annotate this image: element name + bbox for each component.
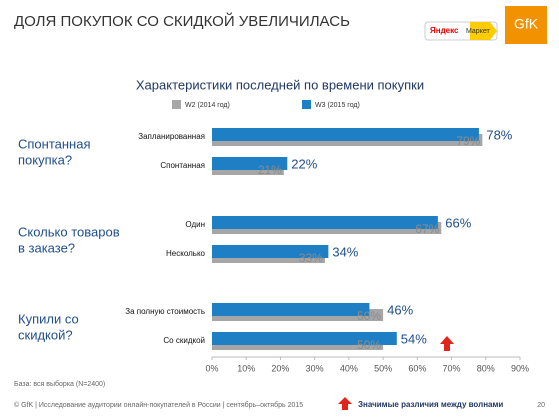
- value-label-w3: 34%: [332, 244, 358, 259]
- category-label: Один: [185, 220, 205, 229]
- x-tick-label: 70%: [443, 363, 461, 373]
- category-label: За полную стоимость: [125, 307, 205, 316]
- bar-w3: [212, 128, 479, 141]
- x-tick-label: 10%: [237, 363, 255, 373]
- value-label-w2: 79%: [456, 134, 480, 148]
- group-label: в заказе?: [18, 240, 75, 255]
- yandex-logo: Яндекс: [430, 26, 459, 35]
- value-label-w2: 67%: [415, 222, 439, 236]
- chart-title: Характеристики последней по времени поку…: [136, 77, 424, 92]
- value-label-w3: 22%: [291, 156, 317, 171]
- value-label-w2: 21%: [258, 163, 282, 177]
- bar-w3: [212, 303, 370, 316]
- category-label: Несколько: [166, 249, 206, 258]
- slide-title: ДОЛЯ ПОКУПОК СО СКИДКОЙ УВЕЛИЧИЛАСЬ: [14, 12, 350, 30]
- group-label: Сколько товаров: [18, 224, 120, 239]
- legend-label: W2 (2014 год): [185, 102, 230, 109]
- bar-w3: [212, 332, 397, 345]
- x-tick-label: 90%: [511, 363, 529, 373]
- group-label: покупка?: [18, 152, 72, 167]
- category-label: Спонтанная: [160, 161, 205, 170]
- gfk-logo: GfK: [514, 16, 539, 32]
- significance-arrow-icon: [338, 397, 352, 410]
- x-tick-label: 60%: [408, 363, 426, 373]
- x-tick-label: 20%: [271, 363, 289, 373]
- value-label-w3: 66%: [445, 215, 471, 230]
- value-label-w3: 46%: [387, 302, 413, 317]
- significance-note: Значимые различия между волнами: [358, 400, 503, 409]
- legend-label: W3 (2015 год): [315, 102, 360, 109]
- significance-arrow: [440, 336, 454, 351]
- value-label-w2: 50%: [357, 309, 381, 323]
- market-logo: Маркет: [466, 28, 490, 35]
- bar-w3: [212, 157, 288, 170]
- gfk-logo-box: [505, 6, 547, 44]
- value-label-w3: 78%: [486, 127, 512, 142]
- value-label-w2: 50%: [357, 338, 381, 352]
- footer-base: База: вся выборка (N=2400): [14, 380, 105, 388]
- footer-copyright: © GfK | Исследование аудитории онлайн-по…: [14, 401, 303, 409]
- bar-w3: [212, 245, 329, 258]
- category-label: Запланированная: [138, 132, 205, 141]
- group-label: скидкой?: [18, 327, 73, 342]
- group-label: Купили со: [18, 311, 79, 326]
- group-label: Спонтанная: [18, 136, 91, 151]
- category-label: Со скидкой: [163, 336, 205, 345]
- x-tick-label: 50%: [374, 363, 392, 373]
- page-number: 20: [537, 402, 545, 409]
- value-label-w2: 33%: [299, 251, 323, 265]
- bar-w3: [212, 216, 438, 229]
- x-tick-label: 40%: [340, 363, 358, 373]
- market-tag: [470, 22, 497, 40]
- x-tick-label: 0%: [205, 363, 218, 373]
- value-label-w3: 54%: [401, 331, 427, 346]
- legend-swatch: [302, 100, 311, 109]
- x-tick-label: 80%: [477, 363, 495, 373]
- legend-swatch: [172, 100, 181, 109]
- x-tick-label: 30%: [306, 363, 324, 373]
